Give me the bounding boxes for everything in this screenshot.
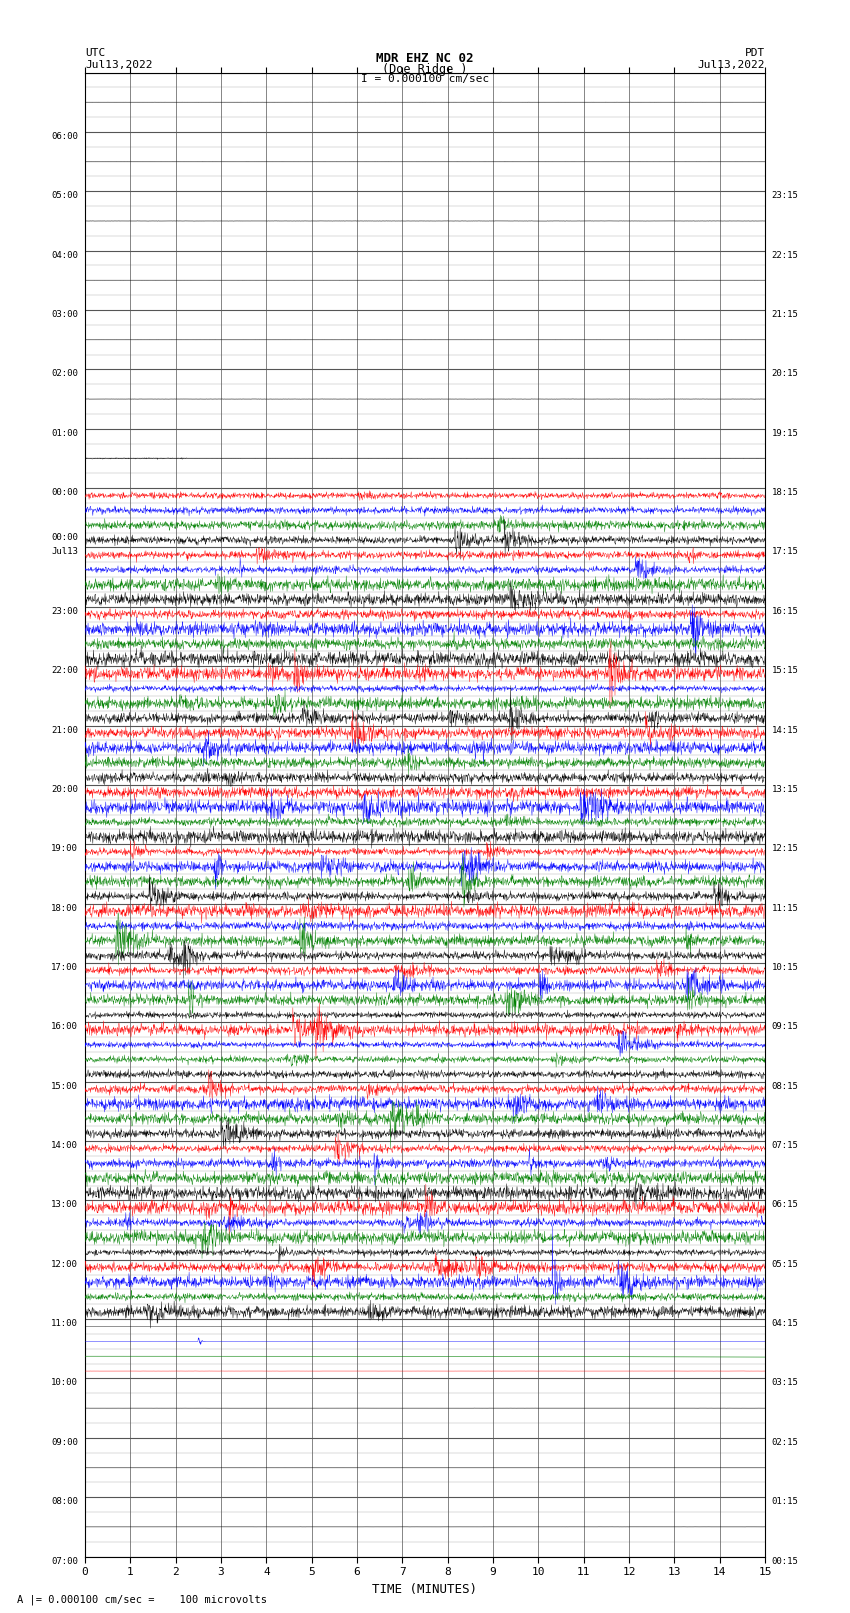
Text: 02:00: 02:00: [51, 369, 78, 379]
Text: (Doe Ridge ): (Doe Ridge ): [382, 63, 468, 76]
Text: 08:00: 08:00: [51, 1497, 78, 1507]
Text: 01:00: 01:00: [51, 429, 78, 437]
Text: 05:00: 05:00: [51, 192, 78, 200]
Text: 09:00: 09:00: [51, 1437, 78, 1447]
Text: UTC: UTC: [85, 48, 105, 58]
Text: 06:15: 06:15: [772, 1200, 799, 1210]
Text: 08:15: 08:15: [772, 1082, 799, 1090]
X-axis label: TIME (MINUTES): TIME (MINUTES): [372, 1582, 478, 1595]
Text: 21:00: 21:00: [51, 726, 78, 734]
Text: 20:15: 20:15: [772, 369, 799, 379]
Text: 20:00: 20:00: [51, 786, 78, 794]
Text: 06:00: 06:00: [51, 132, 78, 140]
Text: 22:00: 22:00: [51, 666, 78, 676]
Text: 16:15: 16:15: [772, 606, 799, 616]
Text: 19:15: 19:15: [772, 429, 799, 437]
Text: 00:00: 00:00: [51, 489, 78, 497]
Text: 13:00: 13:00: [51, 1200, 78, 1210]
Text: 14:15: 14:15: [772, 726, 799, 734]
Text: 10:00: 10:00: [51, 1379, 78, 1387]
Text: 19:00: 19:00: [51, 844, 78, 853]
Text: I = 0.000100 cm/sec: I = 0.000100 cm/sec: [361, 74, 489, 84]
Text: Jul13: Jul13: [51, 547, 78, 556]
Text: PDT: PDT: [745, 48, 765, 58]
Text: 00:15: 00:15: [772, 1557, 799, 1566]
Text: 07:00: 07:00: [51, 1557, 78, 1566]
Text: 03:15: 03:15: [772, 1379, 799, 1387]
Text: Jul13,2022: Jul13,2022: [698, 60, 765, 69]
Text: 07:15: 07:15: [772, 1140, 799, 1150]
Text: 00:00: 00:00: [51, 532, 78, 542]
Text: 09:15: 09:15: [772, 1023, 799, 1031]
Text: Jul13,2022: Jul13,2022: [85, 60, 152, 69]
Text: 04:00: 04:00: [51, 250, 78, 260]
Text: MDR EHZ NC 02: MDR EHZ NC 02: [377, 52, 473, 65]
Text: 05:15: 05:15: [772, 1260, 799, 1269]
Text: 18:15: 18:15: [772, 489, 799, 497]
Text: 16:00: 16:00: [51, 1023, 78, 1031]
Text: 11:00: 11:00: [51, 1319, 78, 1327]
Text: 03:00: 03:00: [51, 310, 78, 319]
Text: A |= 0.000100 cm/sec =    100 microvolts: A |= 0.000100 cm/sec = 100 microvolts: [17, 1594, 267, 1605]
Text: 22:15: 22:15: [772, 250, 799, 260]
Text: 23:15: 23:15: [772, 192, 799, 200]
Text: 12:15: 12:15: [772, 844, 799, 853]
Text: 14:00: 14:00: [51, 1140, 78, 1150]
Text: 04:15: 04:15: [772, 1319, 799, 1327]
Text: 21:15: 21:15: [772, 310, 799, 319]
Text: 18:00: 18:00: [51, 903, 78, 913]
Text: 15:15: 15:15: [772, 666, 799, 676]
Text: 23:00: 23:00: [51, 606, 78, 616]
Text: 17:00: 17:00: [51, 963, 78, 973]
Text: 02:15: 02:15: [772, 1437, 799, 1447]
Text: 17:15: 17:15: [772, 547, 799, 556]
Text: 15:00: 15:00: [51, 1082, 78, 1090]
Text: 01:15: 01:15: [772, 1497, 799, 1507]
Text: 11:15: 11:15: [772, 903, 799, 913]
Text: 10:15: 10:15: [772, 963, 799, 973]
Text: 13:15: 13:15: [772, 786, 799, 794]
Text: 12:00: 12:00: [51, 1260, 78, 1269]
